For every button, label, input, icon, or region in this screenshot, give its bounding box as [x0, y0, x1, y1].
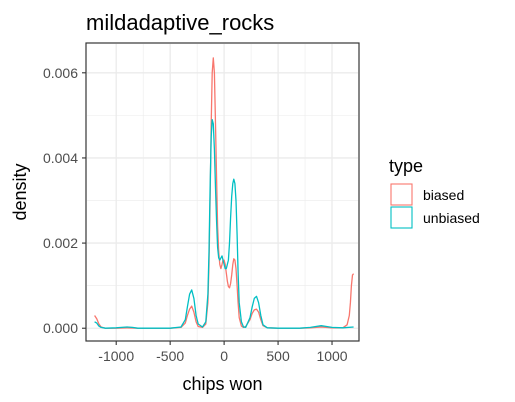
y-tick-label: 0.002 — [43, 235, 78, 251]
legend-label-unbiased: unbiased — [423, 210, 480, 226]
legend-key-biased — [390, 183, 413, 206]
series-layer — [94, 57, 355, 329]
x-tick-label: -500 — [156, 348, 184, 364]
legend-key-unbiased — [390, 206, 413, 229]
legend-label-biased: biased — [423, 187, 464, 203]
legend-title: type — [389, 156, 423, 176]
y-axis: 0.000 0.002 0.004 0.006 — [43, 65, 86, 336]
y-tick-label: 0.004 — [43, 150, 78, 166]
grid-major — [86, 43, 359, 341]
x-tick-label: 1000 — [316, 348, 347, 364]
legend: type biased unbiased — [389, 156, 480, 229]
x-tick-label: -1000 — [98, 348, 134, 364]
plot-panel — [85, 42, 360, 342]
series-line-unbiased — [94, 118, 354, 329]
y-tick-label: 0.006 — [43, 65, 78, 81]
y-axis-title: density — [10, 163, 30, 220]
y-tick-label: 0.000 — [43, 320, 78, 336]
x-tick-label: 500 — [266, 348, 290, 364]
grid-minor — [86, 43, 359, 341]
x-axis: -1000 -500 0 500 1000 — [98, 341, 348, 364]
x-tick-label: 0 — [220, 348, 228, 364]
plot-panel-border — [85, 42, 360, 342]
chart-title: mildadaptive_rocks — [86, 10, 274, 35]
x-axis-title: chips won — [182, 374, 262, 394]
